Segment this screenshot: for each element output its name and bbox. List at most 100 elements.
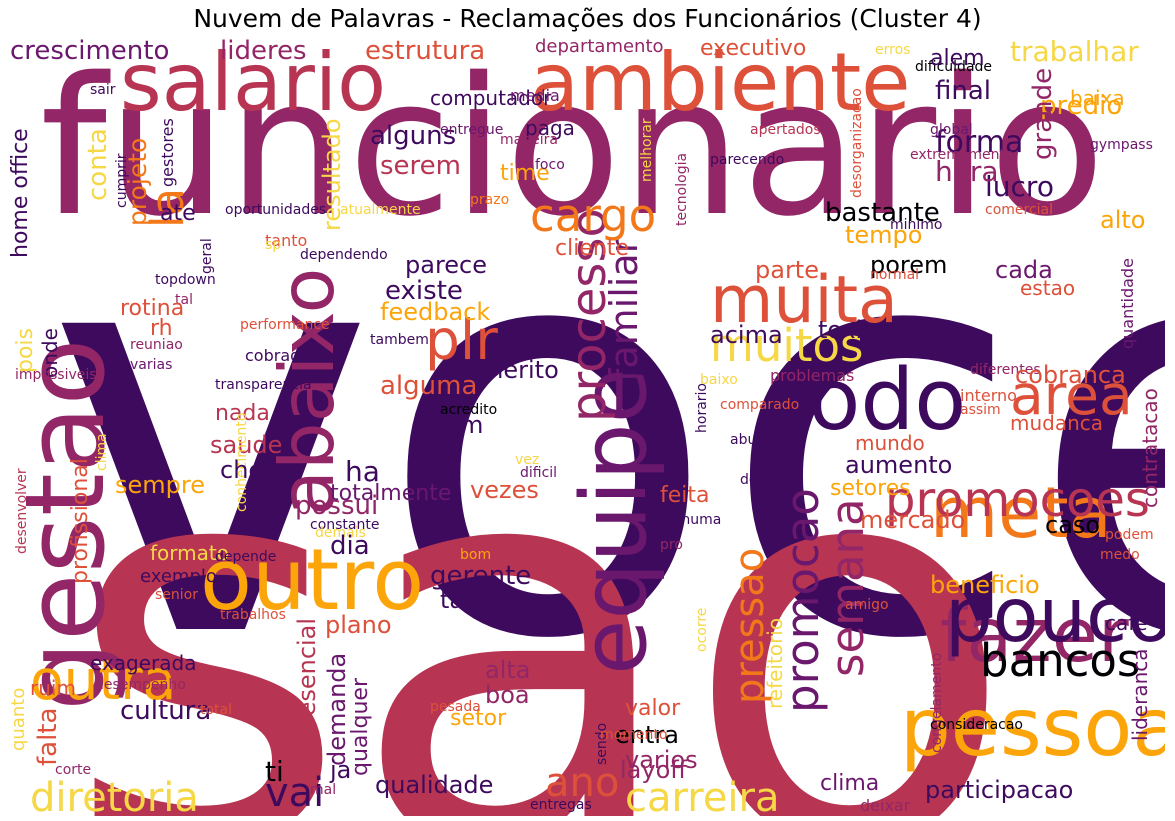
cloud-word: problemas: [770, 366, 855, 385]
cloud-word: caso: [1045, 511, 1101, 539]
cloud-word: alta: [485, 656, 531, 684]
cloud-word: cliente: [555, 236, 629, 261]
cloud-word: merito: [480, 356, 559, 384]
cloud-word: comercial: [985, 202, 1054, 218]
cloud-word: valor: [625, 696, 681, 721]
cloud-word: participacao: [925, 776, 1074, 804]
cloud-word: ha: [345, 455, 380, 488]
cloud-word: gestores: [158, 118, 177, 187]
cloud-word: clima: [94, 433, 110, 471]
cloud-word: total: [200, 702, 233, 718]
cloud-word: salario: [120, 38, 387, 129]
cloud-word: qualidade: [375, 771, 494, 799]
cloud-word: parecendo: [710, 152, 785, 168]
cloud-word: tambem: [370, 332, 429, 348]
cloud-word: bancos: [980, 634, 1141, 687]
cloud-word: ti: [265, 755, 284, 788]
cloud-word: computador: [430, 86, 552, 110]
cloud-word: desorganizacao: [849, 88, 865, 198]
cloud-word: existe: [385, 276, 463, 306]
cloud-word: boa: [485, 681, 530, 709]
cloud-word: grande: [1028, 67, 1058, 160]
cloud-word: medo: [1100, 547, 1140, 563]
cloud-word: desenvolver: [14, 468, 30, 554]
cloud-word: layoff: [620, 756, 687, 784]
cloud-word: congelamento: [929, 652, 945, 753]
cloud-word: podem: [1105, 527, 1154, 543]
cloud-word: beneficio: [930, 571, 1040, 599]
cloud-word: toxico: [818, 316, 891, 344]
cloud-word: amigo: [845, 597, 889, 613]
cloud-word: area: [1010, 363, 1133, 427]
cloud-word: parece: [405, 251, 488, 279]
cloud-word: meta: [930, 472, 1112, 554]
cloud-word: todo: [775, 351, 967, 450]
cloud-word: melhorar: [639, 118, 655, 182]
cloud-word: plr: [425, 308, 498, 372]
cloud-word: cada: [995, 256, 1053, 284]
cloud-word: rh: [150, 316, 173, 341]
cloud-word: erros: [875, 42, 911, 58]
cloud-word: paga: [525, 116, 575, 140]
cloud-word: diferentes: [970, 362, 1041, 378]
cloud-word: varias: [130, 357, 173, 373]
cloud-word: exemplo: [140, 566, 217, 587]
cloud-word: vez: [515, 452, 540, 468]
cloud-word: bom: [460, 547, 492, 563]
cloud-word: dificuldade: [915, 59, 993, 75]
cloud-word: demanda: [323, 652, 351, 766]
cloud-word: promocoes: [885, 472, 1150, 528]
cloud-word: departamento: [535, 38, 664, 57]
cloud-word: acima: [710, 321, 783, 349]
cloud-word: estrutura: [365, 38, 486, 66]
cloud-word: tanto: [265, 231, 308, 250]
cloud-word: serem: [380, 151, 461, 181]
cloud-word: global: [930, 122, 973, 138]
cloud-word: tal: [175, 292, 193, 308]
cloud-word: desempenho: [95, 677, 186, 693]
cloud-word: lideranca: [1128, 648, 1152, 741]
cloud-word: outro: [200, 531, 425, 630]
cloud-word: mal: [310, 782, 337, 798]
cloud-word: momento: [600, 727, 668, 743]
cloud-word: pouco: [945, 571, 1165, 659]
cloud-word: gerente: [430, 561, 532, 591]
cloud-word: reuniao: [130, 337, 183, 353]
cloud-word: saco: [1110, 576, 1161, 601]
cloud-word: voce: [45, 110, 1165, 762]
cloud-word: ja: [330, 756, 352, 784]
cloud-word: minimo: [890, 217, 943, 233]
cloud-word: final: [935, 76, 992, 106]
cloud-word: ocorre: [694, 607, 710, 652]
cloud-word: extremamente: [910, 147, 1014, 163]
cloud-word: comparado: [720, 397, 800, 413]
cloud-word: crescimento: [10, 38, 170, 66]
cloud-word: normal: [870, 267, 920, 283]
cloud-word: lucro: [985, 170, 1054, 203]
cloud-word: abusivas: [730, 432, 792, 448]
cloud-word: nenhuma: [655, 512, 722, 528]
word-cloud: vocesaofuncionariosalarioambientegestaoe…: [10, 38, 1165, 816]
cloud-word: profissional: [68, 458, 93, 584]
cloud-word: interno: [960, 386, 1017, 405]
cloud-word: consideracao: [930, 717, 1023, 733]
cloud-word: demais: [315, 525, 366, 541]
cloud-word: totalmente: [330, 481, 452, 506]
cloud-word: sao: [65, 333, 1017, 816]
cloud-word: alem: [930, 46, 985, 71]
cloud-word: sp: [265, 237, 282, 253]
cloud-word: entregue: [440, 122, 504, 138]
cloud-word: cumprir: [114, 153, 130, 209]
cloud-word: cultura: [120, 696, 212, 726]
cloud-word: aumento: [845, 451, 953, 479]
cloud-word: apertados: [750, 122, 821, 138]
cloud-word: muitos: [710, 319, 864, 372]
cloud-word: lideres: [220, 38, 307, 66]
cloud-word: forma: [935, 125, 1024, 160]
cloud-word: cobranca: [1015, 361, 1126, 389]
cloud-word: sempre: [115, 471, 205, 499]
cloud-word: porem: [870, 251, 948, 279]
cloud-word: home office: [10, 128, 33, 258]
cloud-word: performance: [240, 317, 330, 333]
cloud-word: decisoes: [740, 472, 801, 488]
